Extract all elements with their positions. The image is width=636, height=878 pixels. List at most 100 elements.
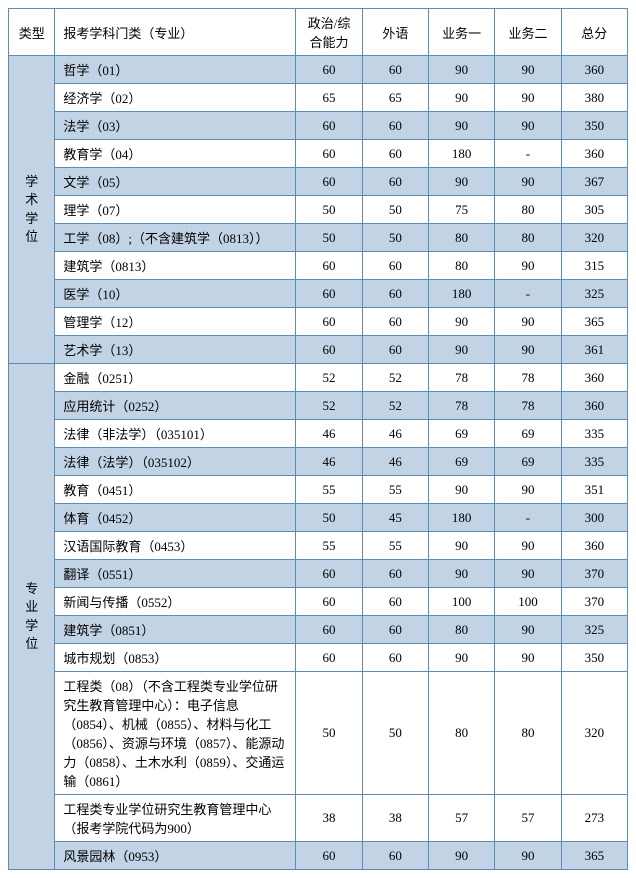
scores-table: 类型 报考学科门类（专业） 政治/综合能力 外语 业务一 业务二 总分 学 术 … [8,8,628,870]
score-cell: 90 [495,112,561,140]
score-cell: 45 [362,504,428,532]
score-cell: 60 [296,56,362,84]
score-cell: - [495,280,561,308]
header-politics: 政治/综合能力 [296,9,362,56]
total-cell: 273 [561,795,627,842]
score-cell: 100 [429,588,495,616]
table-row: 经济学（02）65659090380 [9,84,628,112]
table-row: 医学（10）6060180-325 [9,280,628,308]
subject-cell: 翻译（0551） [55,560,296,588]
subject-cell: 理学（07） [55,196,296,224]
score-cell: 46 [296,448,362,476]
score-cell: 90 [495,168,561,196]
score-cell: 80 [429,672,495,795]
score-cell: 60 [362,280,428,308]
total-cell: 370 [561,588,627,616]
total-cell: 320 [561,224,627,252]
score-cell: 90 [495,308,561,336]
subject-cell: 经济学（02） [55,84,296,112]
subject-cell: 城市规划（0853） [55,644,296,672]
score-cell: 38 [362,795,428,842]
table-row: 风景园林（0953）60609090365 [9,842,628,870]
table-row: 工程类专业学位研究生教育管理中心（报考学院代码为900）38385757273 [9,795,628,842]
score-cell: 78 [495,364,561,392]
total-cell: 335 [561,420,627,448]
score-cell: 60 [362,644,428,672]
total-cell: 365 [561,308,627,336]
subject-cell: 教育学（04） [55,140,296,168]
score-cell: 90 [429,476,495,504]
score-cell: 100 [495,588,561,616]
score-cell: 50 [362,672,428,795]
table-row: 专 业 学 位金融（0251）52527878360 [9,364,628,392]
table-row: 工学（08）;（不含建筑学（0813））50508080320 [9,224,628,252]
table-row: 体育（0452）5045180-300 [9,504,628,532]
score-cell: 60 [362,336,428,364]
table-row: 法律（非法学）（035101）46466969335 [9,420,628,448]
score-cell: 90 [429,308,495,336]
score-cell: 55 [296,532,362,560]
score-cell: 90 [495,560,561,588]
score-cell: 55 [362,532,428,560]
subject-cell: 工学（08）;（不含建筑学（0813）） [55,224,296,252]
subject-cell: 哲学（01） [55,56,296,84]
table-row: 新闻与传播（0552）6060100100370 [9,588,628,616]
score-cell: 90 [429,56,495,84]
subject-cell: 汉语国际教育（0453） [55,532,296,560]
table-row: 建筑学（0813）60608090315 [9,252,628,280]
score-cell: 60 [296,644,362,672]
table-row: 工程类（08）（不含工程类专业学位研究生教育管理中心）：电子信息（0854）、机… [9,672,628,795]
table-row: 艺术学（13）60609090361 [9,336,628,364]
score-cell: 90 [429,644,495,672]
total-cell: 305 [561,196,627,224]
score-cell: 60 [362,168,428,196]
score-cell: 52 [362,364,428,392]
score-cell: 60 [296,112,362,140]
score-cell: 60 [296,280,362,308]
score-cell: 60 [296,842,362,870]
total-cell: 360 [561,364,627,392]
score-cell: 60 [362,560,428,588]
score-cell: 60 [362,56,428,84]
score-cell: 90 [495,84,561,112]
total-cell: 325 [561,280,627,308]
table-body: 学 术 学 位哲学（01）60609090360经济学（02）656590903… [9,56,628,870]
score-cell: 60 [362,112,428,140]
score-cell: 60 [362,588,428,616]
score-cell: 90 [429,336,495,364]
table-row: 城市规划（0853）60609090350 [9,644,628,672]
score-cell: 90 [495,56,561,84]
score-cell: 60 [296,588,362,616]
subject-cell: 体育（0452） [55,504,296,532]
table-row: 学 术 学 位哲学（01）60609090360 [9,56,628,84]
total-cell: 370 [561,560,627,588]
score-cell: 180 [429,504,495,532]
score-cell: 50 [362,196,428,224]
score-cell: 46 [362,420,428,448]
score-cell: 80 [429,616,495,644]
score-cell: 60 [296,616,362,644]
score-cell: 90 [495,842,561,870]
score-cell: 90 [495,336,561,364]
score-cell: - [495,504,561,532]
subject-cell: 法律（非法学）（035101） [55,420,296,448]
score-cell: 57 [429,795,495,842]
score-cell: 60 [296,336,362,364]
subject-cell: 应用统计（0252） [55,392,296,420]
score-cell: 90 [429,112,495,140]
total-cell: 380 [561,84,627,112]
score-cell: 78 [495,392,561,420]
table-row: 教育（0451）55559090351 [9,476,628,504]
score-cell: 90 [495,252,561,280]
score-cell: 90 [495,644,561,672]
subject-cell: 文学（05） [55,168,296,196]
header-foreign: 外语 [362,9,428,56]
score-cell: 55 [296,476,362,504]
score-cell: 38 [296,795,362,842]
header-row: 类型 报考学科门类（专业） 政治/综合能力 外语 业务一 业务二 总分 [9,9,628,56]
score-cell: 90 [429,532,495,560]
score-cell: 46 [362,448,428,476]
score-cell: 50 [296,224,362,252]
score-cell: 180 [429,140,495,168]
subject-cell: 工程类（08）（不含工程类专业学位研究生教育管理中心）：电子信息（0854）、机… [55,672,296,795]
